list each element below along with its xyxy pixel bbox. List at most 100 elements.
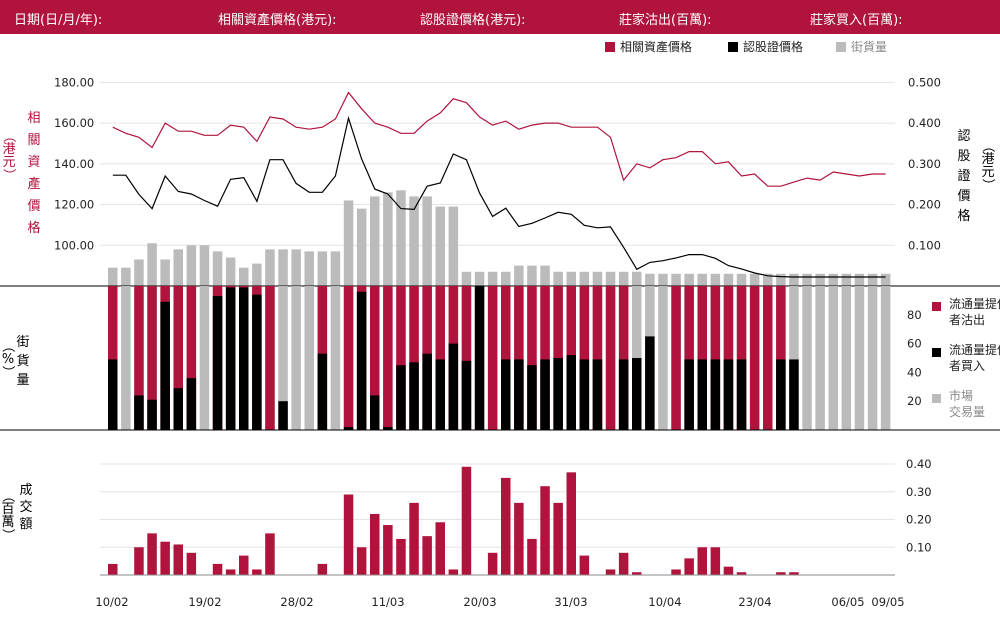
turnover-bar <box>422 536 432 575</box>
turnover-bar <box>212 563 223 575</box>
street-volume-bar <box>697 273 707 286</box>
street-volume-bar <box>199 245 210 286</box>
left-axis-title-char: 相 <box>27 111 40 126</box>
mm-bought-bar <box>566 355 576 430</box>
mm-bought-bar <box>474 286 485 430</box>
street-volume-bar <box>592 271 603 286</box>
panel3-axis-unit-char: ） <box>0 528 15 541</box>
legend-swatch <box>932 348 941 357</box>
street-volume-bar <box>841 273 852 286</box>
turnover-bar <box>527 538 537 575</box>
left-axis-unit-char: 元 <box>2 155 15 170</box>
turnover-bar <box>134 547 144 575</box>
legend-label: 市場 <box>949 388 973 403</box>
street-volume-bar <box>212 251 223 286</box>
street-volume-bar <box>487 271 498 286</box>
street-volume-bar <box>828 273 838 286</box>
x-tick-label: 10/02 <box>95 595 128 609</box>
panel2-axis-unit-char: ） <box>0 365 15 378</box>
turnover-bar <box>671 569 681 575</box>
mm-bought-bar <box>501 359 511 430</box>
street-volume-bar <box>658 273 668 286</box>
street-volume-bar <box>409 196 419 286</box>
right-axis-title-char: 價 <box>957 189 970 204</box>
mm-sold-bar <box>579 286 590 430</box>
street-volume-bar <box>225 257 236 286</box>
street-volume-bar <box>343 200 354 286</box>
mm-bought-bar <box>776 359 786 430</box>
panel2-tick-label: 60 <box>907 337 922 351</box>
mm-bought-bar <box>684 359 694 430</box>
turnover-bar <box>618 552 629 575</box>
street-volume-bar <box>396 190 406 286</box>
mm-bought-bar <box>108 359 118 430</box>
mm-bought-bar <box>592 359 603 430</box>
legend-swatch <box>932 394 941 403</box>
mm-sold-bar <box>763 286 773 430</box>
street-volume-bar <box>461 271 472 286</box>
mm-sold-bar <box>173 286 183 430</box>
market-volume-bar <box>815 286 825 430</box>
right-tick-label: 0.200 <box>908 198 941 212</box>
mm-sold-bar <box>527 286 537 430</box>
x-tick-label: 20/03 <box>463 595 496 609</box>
legend-label: 流通量提供 <box>949 342 1000 357</box>
street-volume-bar <box>645 273 655 286</box>
mm-sold-bar <box>487 286 498 430</box>
turnover-bar <box>736 572 747 575</box>
legend-label: 相關資產價格 <box>620 39 692 54</box>
mm-sold-bar <box>749 286 760 430</box>
mm-bought-bar <box>383 427 393 430</box>
legend-label: 者買入 <box>949 359 985 373</box>
x-tick-label: 31/03 <box>554 595 587 609</box>
mm-bought-bar <box>697 359 707 430</box>
street-volume-bar <box>370 196 380 286</box>
mm-bought-bar <box>225 287 236 430</box>
mm-sold-bar <box>370 286 380 430</box>
turnover-bar <box>370 513 380 575</box>
mm-sold-bar <box>435 286 445 430</box>
legend-label: 者沽出 <box>949 313 985 327</box>
street-volume-bar <box>317 251 328 286</box>
mm-bought-bar <box>527 365 537 430</box>
panel2-tick-label: 40 <box>907 365 922 379</box>
turnover-bar <box>553 502 563 575</box>
turnover-bar <box>186 552 197 575</box>
street-volume-bar <box>579 271 590 286</box>
panel2-tick-label: 20 <box>907 394 922 408</box>
panel3-axis-title-char: 額 <box>19 517 32 532</box>
street-volume-bar <box>763 273 773 286</box>
panel2-axis-title-char: 貨 <box>16 353 29 369</box>
street-volume-bar <box>291 249 301 286</box>
street-volume-bar <box>121 267 131 286</box>
street-volume-bar <box>160 259 170 286</box>
right-axis-unit-char: 港 <box>981 152 994 167</box>
warrant-price-label: 認股證價格(港元): <box>420 13 526 28</box>
mm-sold-bar <box>540 286 550 430</box>
mm-bought-bar <box>212 296 223 430</box>
turnover-bar <box>579 555 590 575</box>
right-axis-unit-char: （ <box>980 139 995 152</box>
legend-label: 街貨量 <box>851 39 887 54</box>
left-axis-unit-char: 港 <box>2 142 15 157</box>
turnover-bar <box>265 533 275 575</box>
panel2-axis-title-char: 街 <box>16 335 29 350</box>
panel3-axis-unit: （百萬） <box>0 489 15 541</box>
mm-bought-bar <box>632 358 642 430</box>
mm-sold-bar <box>396 286 406 430</box>
mm-bought-bar <box>278 401 288 430</box>
legend-swatch <box>605 42 615 52</box>
mm-sold-bar <box>618 286 629 430</box>
panel3-axis-unit-char: 百 <box>1 502 14 517</box>
mm-sold-bar <box>108 286 118 430</box>
warrant-price-line <box>112 115 886 278</box>
x-tick-label: 06/05 <box>831 595 864 609</box>
turnover-bar <box>448 569 459 575</box>
legend-swatch <box>932 302 941 311</box>
mm-bought-bar <box>356 291 367 430</box>
mm-bought-bar <box>186 378 197 430</box>
turnover-bar <box>383 525 393 575</box>
mm-bought-bar <box>409 362 419 430</box>
panel2-axis-unit-char: （ <box>0 339 15 352</box>
mm-bought-bar <box>448 343 459 430</box>
